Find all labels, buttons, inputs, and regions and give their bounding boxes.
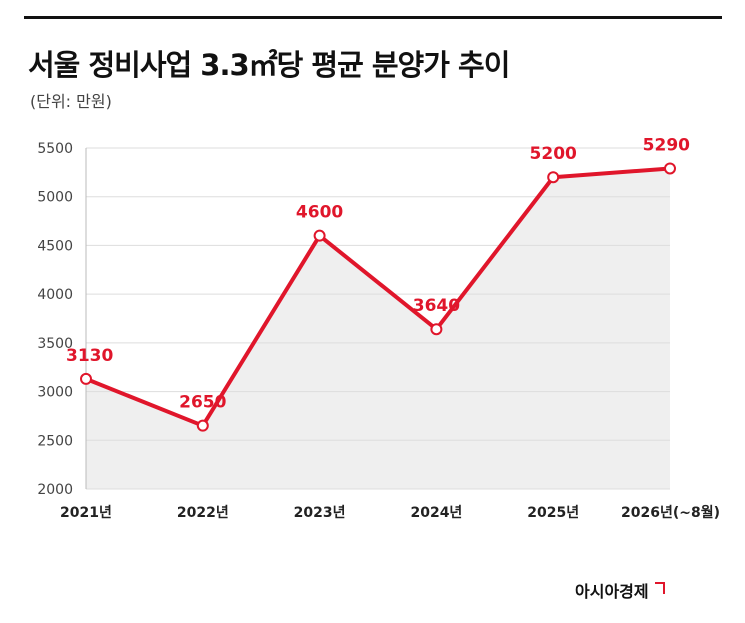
x-tick-label: 2025년: [527, 505, 579, 521]
y-tick-label: 5500: [37, 141, 73, 157]
data-point: [430, 323, 443, 336]
data-point: [196, 419, 209, 432]
top-rule: [24, 16, 722, 19]
y-tick-label: 2000: [37, 482, 73, 498]
unit-label: (단위: 만원): [30, 92, 112, 111]
x-tick-label: 2024년: [410, 505, 462, 521]
brand-mark-icon: [654, 582, 665, 594]
y-tick-label: 5000: [37, 190, 73, 206]
data-label: 2650: [179, 393, 226, 413]
x-tick-label: 2026년(~8월): [621, 504, 720, 521]
data-label: 5290: [643, 135, 690, 155]
chart-title: 서울 정비사업 3.3㎡당 평균 분양가 추이: [28, 48, 510, 82]
brand-name: 아시아경제: [575, 582, 649, 601]
y-tick-label: 3500: [37, 336, 73, 352]
brand-logo: 아시아경제: [575, 578, 665, 602]
data-point: [664, 162, 676, 175]
x-tick-label: 2023년: [294, 505, 346, 521]
y-tick-label: 4000: [37, 287, 73, 303]
data-label: 3130: [66, 346, 113, 366]
y-tick-label: 2500: [37, 433, 73, 449]
y-tick-label: 4500: [37, 238, 73, 254]
data-label: 3640: [413, 296, 460, 316]
data-point: [547, 171, 560, 184]
x-tick-label: 2021년: [60, 505, 112, 521]
series-line: [85, 166, 671, 428]
data-point: [313, 229, 326, 242]
y-tick-label: 3000: [37, 385, 73, 401]
data-point: [80, 372, 92, 385]
data-label: 5200: [530, 144, 577, 164]
x-tick-label: 2022년: [177, 505, 229, 521]
data-label: 4600: [296, 203, 343, 223]
area-fill: [86, 168, 670, 489]
